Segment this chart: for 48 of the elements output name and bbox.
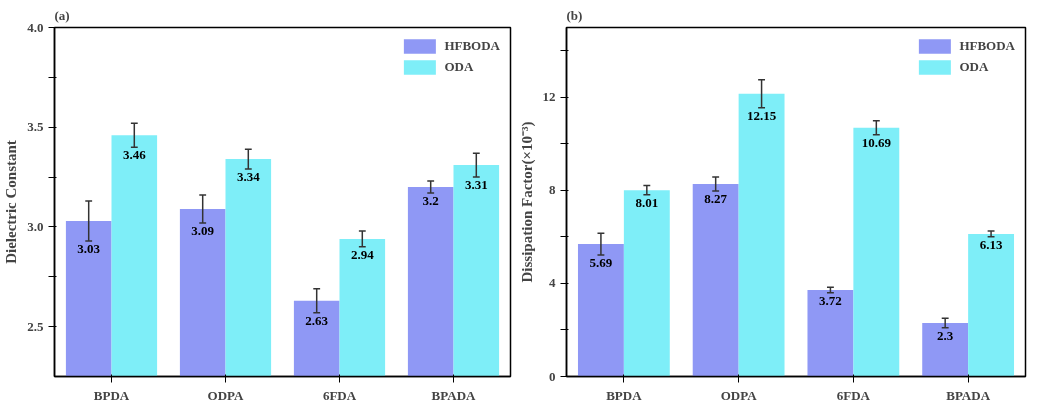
data-label: 2.63 — [305, 312, 329, 328]
x-tick-label: ODPA — [207, 387, 245, 403]
legend-label: HFBODA — [959, 38, 1015, 54]
bar — [623, 190, 670, 377]
data-label: 8.27 — [704, 191, 728, 207]
y-tick-label: 8 — [549, 182, 556, 198]
data-label: 8.01 — [635, 194, 659, 210]
x-tick-label: 6FDA — [836, 387, 871, 403]
data-label: 3.31 — [464, 177, 488, 193]
y-tick-label: 4 — [549, 275, 556, 291]
data-label: 3.09 — [191, 222, 215, 238]
x-tick-label: BPADA — [946, 387, 991, 403]
data-label: 3.72 — [819, 292, 842, 308]
bar — [738, 93, 785, 377]
data-label: 6.13 — [979, 236, 1003, 252]
data-label: 3.03 — [77, 240, 101, 256]
data-label: 12.15 — [746, 107, 777, 123]
y-tick-label: 3.0 — [27, 218, 44, 234]
y-tick-label: 2.5 — [27, 318, 44, 334]
y-tick-label: 0 — [549, 368, 556, 384]
x-tick-label: BPDA — [93, 387, 130, 403]
y-axis-title: Dissipation Factor(×10⁻³) — [518, 121, 536, 283]
x-tick-label: BPDA — [606, 387, 643, 403]
data-label: 10.69 — [861, 134, 892, 150]
legend-label: HFBODA — [444, 38, 500, 54]
y-tick-label: 12 — [542, 89, 556, 105]
chart-title: (a) — [54, 7, 70, 23]
x-tick-label: 6FDA — [322, 387, 357, 403]
x-tick-label: ODPA — [720, 387, 758, 403]
data-label: 2.94 — [350, 246, 375, 262]
bar — [968, 233, 1015, 377]
legend-label: ODA — [959, 59, 989, 75]
bar — [577, 244, 624, 377]
bar — [807, 289, 854, 377]
data-label: 2.3 — [937, 327, 954, 343]
y-axis-title: Dielectric Constant — [3, 140, 20, 264]
bar — [692, 184, 739, 377]
data-label: 5.69 — [589, 255, 613, 271]
data-label: 3.34 — [236, 169, 261, 185]
chart-title: (b) — [566, 7, 583, 23]
y-tick-label: 3.5 — [27, 119, 44, 135]
data-label: 3.46 — [122, 147, 147, 163]
bar — [853, 127, 900, 377]
data-label: 3.2 — [422, 193, 439, 209]
bar — [922, 322, 969, 377]
x-tick-label: BPADA — [431, 387, 477, 403]
y-tick-label: 4.0 — [27, 19, 44, 35]
legend-label: ODA — [444, 59, 474, 75]
